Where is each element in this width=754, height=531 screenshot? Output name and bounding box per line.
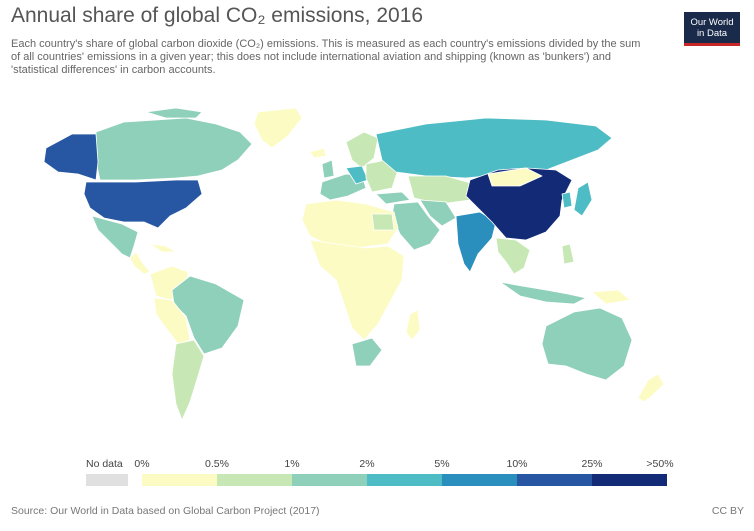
region-canada-islands[interactable] <box>145 107 203 119</box>
region-papua[interactable] <box>591 289 631 305</box>
region-sub-saharan-africa[interactable] <box>309 239 405 341</box>
region-mongolia[interactable] <box>487 167 543 187</box>
legend-swatch-2[interactable] <box>292 474 367 486</box>
region-iceland[interactable] <box>309 147 327 159</box>
logo-line-1: Our World <box>690 16 734 28</box>
region-caribbean[interactable] <box>149 243 177 253</box>
region-japan[interactable] <box>573 181 593 217</box>
legend-tick-end: >50% <box>646 458 674 470</box>
legend-tick-5: 10% <box>506 458 528 470</box>
region-southern-cone[interactable] <box>171 339 205 421</box>
color-legend: No data 0% 0.5% 1% 2% 5% 10% 25% >50% <box>0 458 754 498</box>
region-alaska[interactable] <box>43 133 99 181</box>
region-india[interactable] <box>455 211 497 273</box>
legend-no-data-swatch[interactable] <box>86 474 128 486</box>
region-madagascar[interactable] <box>405 309 421 341</box>
legend-swatch-3[interactable] <box>367 474 442 486</box>
region-russia[interactable] <box>375 117 613 179</box>
chart-title: Annual share of global CO₂ emissions, 20… <box>11 4 424 27</box>
legend-tick-6: 25% <box>581 458 603 470</box>
region-scandinavia[interactable] <box>345 131 379 169</box>
region-egypt[interactable] <box>371 213 395 231</box>
region-greenland[interactable] <box>253 107 303 149</box>
legend-tick-3: 2% <box>359 458 375 470</box>
chart-subtitle: Each country's share of global carbon di… <box>11 38 641 76</box>
region-brazil[interactable] <box>171 275 245 355</box>
region-philippines[interactable] <box>561 243 575 265</box>
region-korea[interactable] <box>561 191 573 209</box>
legend-no-data-label: No data <box>86 458 123 470</box>
region-north-africa[interactable] <box>301 199 399 249</box>
legend-tick-2: 1% <box>284 458 300 470</box>
region-usa[interactable] <box>83 179 203 229</box>
region-canada[interactable] <box>95 117 253 181</box>
region-central-america[interactable] <box>129 251 151 275</box>
legend-tick-0: 0% <box>134 458 150 470</box>
region-turkey[interactable] <box>375 191 411 205</box>
region-central-asia[interactable] <box>407 175 475 205</box>
region-southeast-asia[interactable] <box>495 237 531 275</box>
legend-tick-1: 0.5% <box>205 458 229 470</box>
region-iran[interactable] <box>419 199 457 227</box>
legend-swatch-4[interactable] <box>442 474 517 486</box>
source-note: Source: Our World in Data based on Globa… <box>11 505 320 517</box>
owid-logo[interactable]: Our World in Data <box>684 12 740 46</box>
legend-swatch-6[interactable] <box>592 474 667 486</box>
region-indonesia[interactable] <box>499 281 587 305</box>
region-new-zealand[interactable] <box>637 373 665 403</box>
region-south-africa[interactable] <box>351 337 383 367</box>
legend-tick-4: 5% <box>434 458 450 470</box>
region-australia[interactable] <box>541 307 633 381</box>
world-map <box>43 107 665 421</box>
logo-line-2: in Data <box>696 27 728 39</box>
legend-swatch-0[interactable] <box>142 474 217 486</box>
legend-swatch-5[interactable] <box>517 474 592 486</box>
region-uk[interactable] <box>321 159 335 179</box>
license-link[interactable]: CC BY <box>711 505 744 517</box>
legend-swatch-1[interactable] <box>217 474 292 486</box>
